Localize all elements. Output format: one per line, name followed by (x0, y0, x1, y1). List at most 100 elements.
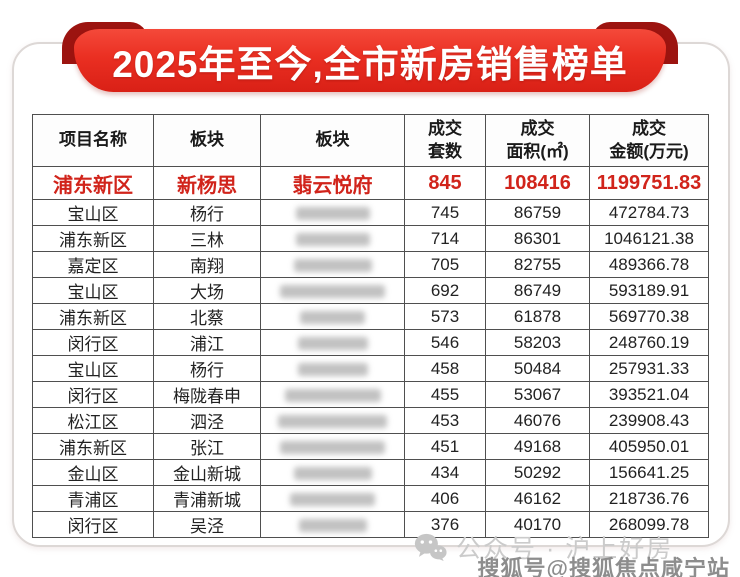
col-header-line2: 面积(㎡) (506, 141, 569, 161)
cell-district: 宝山区 (32, 355, 154, 382)
cell-area: 108416 (485, 166, 590, 200)
cell-amount: 268099.78 (589, 511, 709, 538)
col-header-amount-sold: 成交 金额(万元) (589, 114, 709, 167)
cell-area: 50484 (485, 355, 590, 382)
cell-units: 434 (404, 459, 486, 486)
cell-amount: 472784.73 (589, 199, 709, 226)
table-row: 宝山区 杨行 458 50484 257931.33 (32, 355, 709, 382)
cell-block: 三林 (153, 225, 261, 252)
table-row: 浦东新区 三林 714 86301 1046121.38 (32, 225, 709, 252)
cell-block: 张江 (153, 433, 261, 460)
cell-project (260, 355, 405, 382)
cell-district: 浦东新区 (32, 433, 154, 460)
cell-project (260, 225, 405, 252)
col-header-project-name: 项目名称 (32, 114, 154, 167)
wechat-watermark: 公众号 · 沪上好房 (414, 529, 673, 565)
cell-block: 杨行 (153, 199, 261, 226)
cell-project: 翡云悦府 (260, 166, 405, 200)
blurred-project-name (298, 518, 367, 532)
cell-units: 745 (404, 199, 486, 226)
cell-project (260, 433, 405, 460)
wechat-icon (414, 533, 447, 561)
blurred-project-name (280, 440, 385, 454)
col-header-line1: 板块 (315, 130, 350, 150)
blurred-project-name (284, 388, 381, 402)
col-header-line1: 成交 (428, 119, 462, 139)
table-row: 闵行区 浦江 546 58203 248760.19 (32, 329, 709, 356)
cell-project (260, 303, 405, 330)
cell-project (260, 511, 405, 538)
col-header-line1: 板块 (190, 130, 224, 150)
wechat-watermark-label: 公众号 · 沪上好房 (456, 535, 674, 563)
cell-amount: 593189.91 (589, 277, 709, 304)
blurred-project-name (297, 336, 368, 350)
cell-units: 714 (404, 225, 486, 252)
cell-district: 闵行区 (32, 381, 154, 408)
cell-units: 453 (404, 407, 486, 434)
col-header-area-sold: 成交 面积(㎡) (485, 114, 590, 167)
cell-units: 546 (404, 329, 486, 356)
table-row: 宝山区 杨行 745 86759 472784.73 (32, 199, 709, 226)
cell-area: 86749 (485, 277, 590, 304)
table-row: 闵行区 吴泾 376 40170 268099.78 (32, 511, 709, 538)
blurred-project-name (290, 492, 375, 506)
cell-district: 宝山区 (32, 199, 154, 226)
cell-area: 53067 (485, 381, 590, 408)
cell-project (260, 459, 405, 486)
cell-area: 46162 (485, 485, 590, 512)
cell-block: 梅陇春申 (153, 381, 261, 408)
cell-amount: 239908.43 (589, 407, 709, 434)
cell-amount: 569770.38 (589, 303, 709, 330)
table-row: 松江区 泗泾 453 46076 239908.43 (32, 407, 709, 434)
cell-block: 南翔 (153, 251, 261, 278)
table-row: 宝山区 大场 692 86749 593189.91 (32, 277, 709, 304)
col-header-units-sold: 成交 套数 (404, 114, 486, 167)
cell-amount: 489366.78 (589, 251, 709, 278)
cell-units: 692 (404, 277, 486, 304)
sales-ranking-table: 项目名称 板块 板块 成交 套数 成交 面积(㎡) 成交 金额(万元) 浦东 (32, 114, 709, 538)
blurred-project-name (297, 362, 368, 376)
col-header-line1: 成交 (520, 119, 555, 139)
cell-amount: 1046121.38 (589, 225, 709, 252)
cell-project (260, 407, 405, 434)
cell-block: 吴泾 (153, 511, 261, 538)
cell-district: 闵行区 (32, 511, 154, 538)
cell-district: 嘉定区 (32, 251, 154, 278)
cell-units: 458 (404, 355, 486, 382)
cell-units: 573 (404, 303, 486, 330)
table-header-row: 项目名称 板块 板块 成交 套数 成交 面积(㎡) 成交 金额(万元) (32, 114, 709, 167)
col-header-line1: 项目名称 (59, 130, 127, 150)
cell-block: 浦江 (153, 329, 261, 356)
cell-district: 闵行区 (32, 329, 154, 356)
cell-district: 浦东新区 (32, 303, 154, 330)
page-title: 2025年至今,全市新房销售榜单 (112, 43, 628, 85)
table-row: 闵行区 梅陇春申 455 53067 393521.04 (32, 381, 709, 408)
cell-block: 北蔡 (153, 303, 261, 330)
table-row: 浦东新区 新杨思 翡云悦府 845 108416 1199751.83 (32, 166, 709, 200)
cell-area: 40170 (485, 511, 590, 538)
cell-area: 61878 (485, 303, 590, 330)
cell-block: 大场 (153, 277, 261, 304)
cell-project (260, 329, 405, 356)
col-header-block-1: 板块 (153, 114, 261, 167)
cell-district: 浦东新区 (32, 225, 154, 252)
cell-project (260, 277, 405, 304)
cell-area: 58203 (485, 329, 590, 356)
cell-project (260, 251, 405, 278)
cell-units: 705 (404, 251, 486, 278)
cell-project (260, 199, 405, 226)
blurred-project-name (295, 206, 370, 220)
cell-units: 406 (404, 485, 486, 512)
cell-district: 青浦区 (32, 485, 154, 512)
cell-amount: 393521.04 (589, 381, 709, 408)
col-header-block-2: 板块 (260, 114, 405, 167)
cell-amount: 405950.01 (589, 433, 709, 460)
cell-amount: 248760.19 (589, 329, 709, 356)
table-row: 浦东新区 北蔡 573 61878 569770.38 (32, 303, 709, 330)
cell-area: 82755 (485, 251, 590, 278)
col-header-line2: 金额(万元) (609, 141, 689, 161)
cell-units: 455 (404, 381, 486, 408)
col-header-line2: 套数 (428, 141, 462, 161)
cell-project (260, 485, 405, 512)
